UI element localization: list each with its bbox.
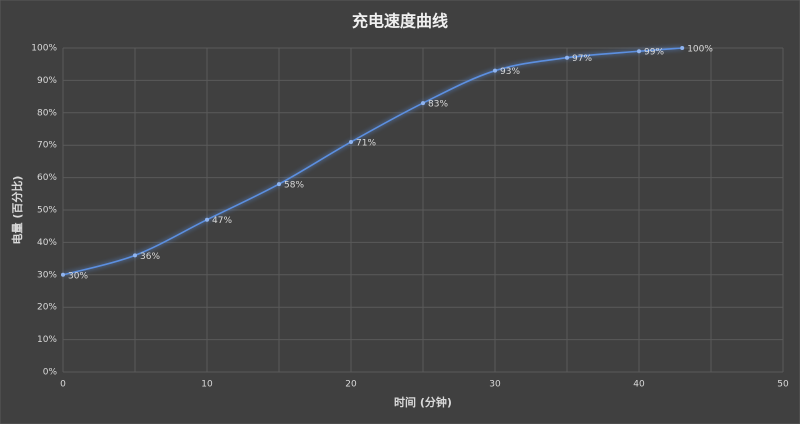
x-tick-label: 0 <box>60 380 66 390</box>
data-point <box>637 49 641 54</box>
y-tick-label: 70% <box>37 141 57 151</box>
data-label: 100% <box>687 45 713 55</box>
data-label: 71% <box>356 138 376 148</box>
data-label: 47% <box>212 216 232 226</box>
chart-title: 充电速度曲线 <box>352 12 448 31</box>
y-tick-label: 100% <box>31 44 57 54</box>
y-tick-label: 40% <box>37 238 57 248</box>
y-tick-label: 0% <box>43 368 58 378</box>
data-point <box>421 101 425 106</box>
y-tick-label: 80% <box>37 108 57 118</box>
x-axis-label: 时间 (分钟) <box>394 395 452 409</box>
data-line <box>62 47 683 276</box>
data-label: 83% <box>428 100 448 110</box>
x-tick-label: 20 <box>345 380 357 390</box>
data-label: 58% <box>284 181 304 191</box>
data-point <box>133 253 137 258</box>
data-point <box>349 139 353 144</box>
data-label: 99% <box>644 48 664 58</box>
data-point <box>61 272 65 277</box>
data-label: 30% <box>68 271 88 281</box>
y-tick-label: 10% <box>37 335 57 345</box>
data-point <box>205 217 209 222</box>
y-tick-label: 60% <box>37 173 57 183</box>
x-tick-label: 10 <box>201 380 213 390</box>
data-label: 36% <box>140 252 160 262</box>
data-label: 93% <box>500 67 520 77</box>
data-label: 97% <box>572 54 592 64</box>
y-tick-label: 20% <box>37 303 57 313</box>
y-tick-label: 90% <box>37 76 57 86</box>
data-point <box>565 55 569 60</box>
x-tick-label: 40 <box>633 380 645 390</box>
data-point <box>277 182 281 187</box>
x-tick-label: 30 <box>489 380 501 390</box>
y-tick-label: 30% <box>37 270 57 280</box>
x-tick-label: 50 <box>777 380 789 390</box>
data-point <box>493 68 497 73</box>
y-axis-label: 电量 (百分比) <box>10 176 24 245</box>
data-point <box>680 46 685 50</box>
y-tick-label: 50% <box>37 206 57 216</box>
